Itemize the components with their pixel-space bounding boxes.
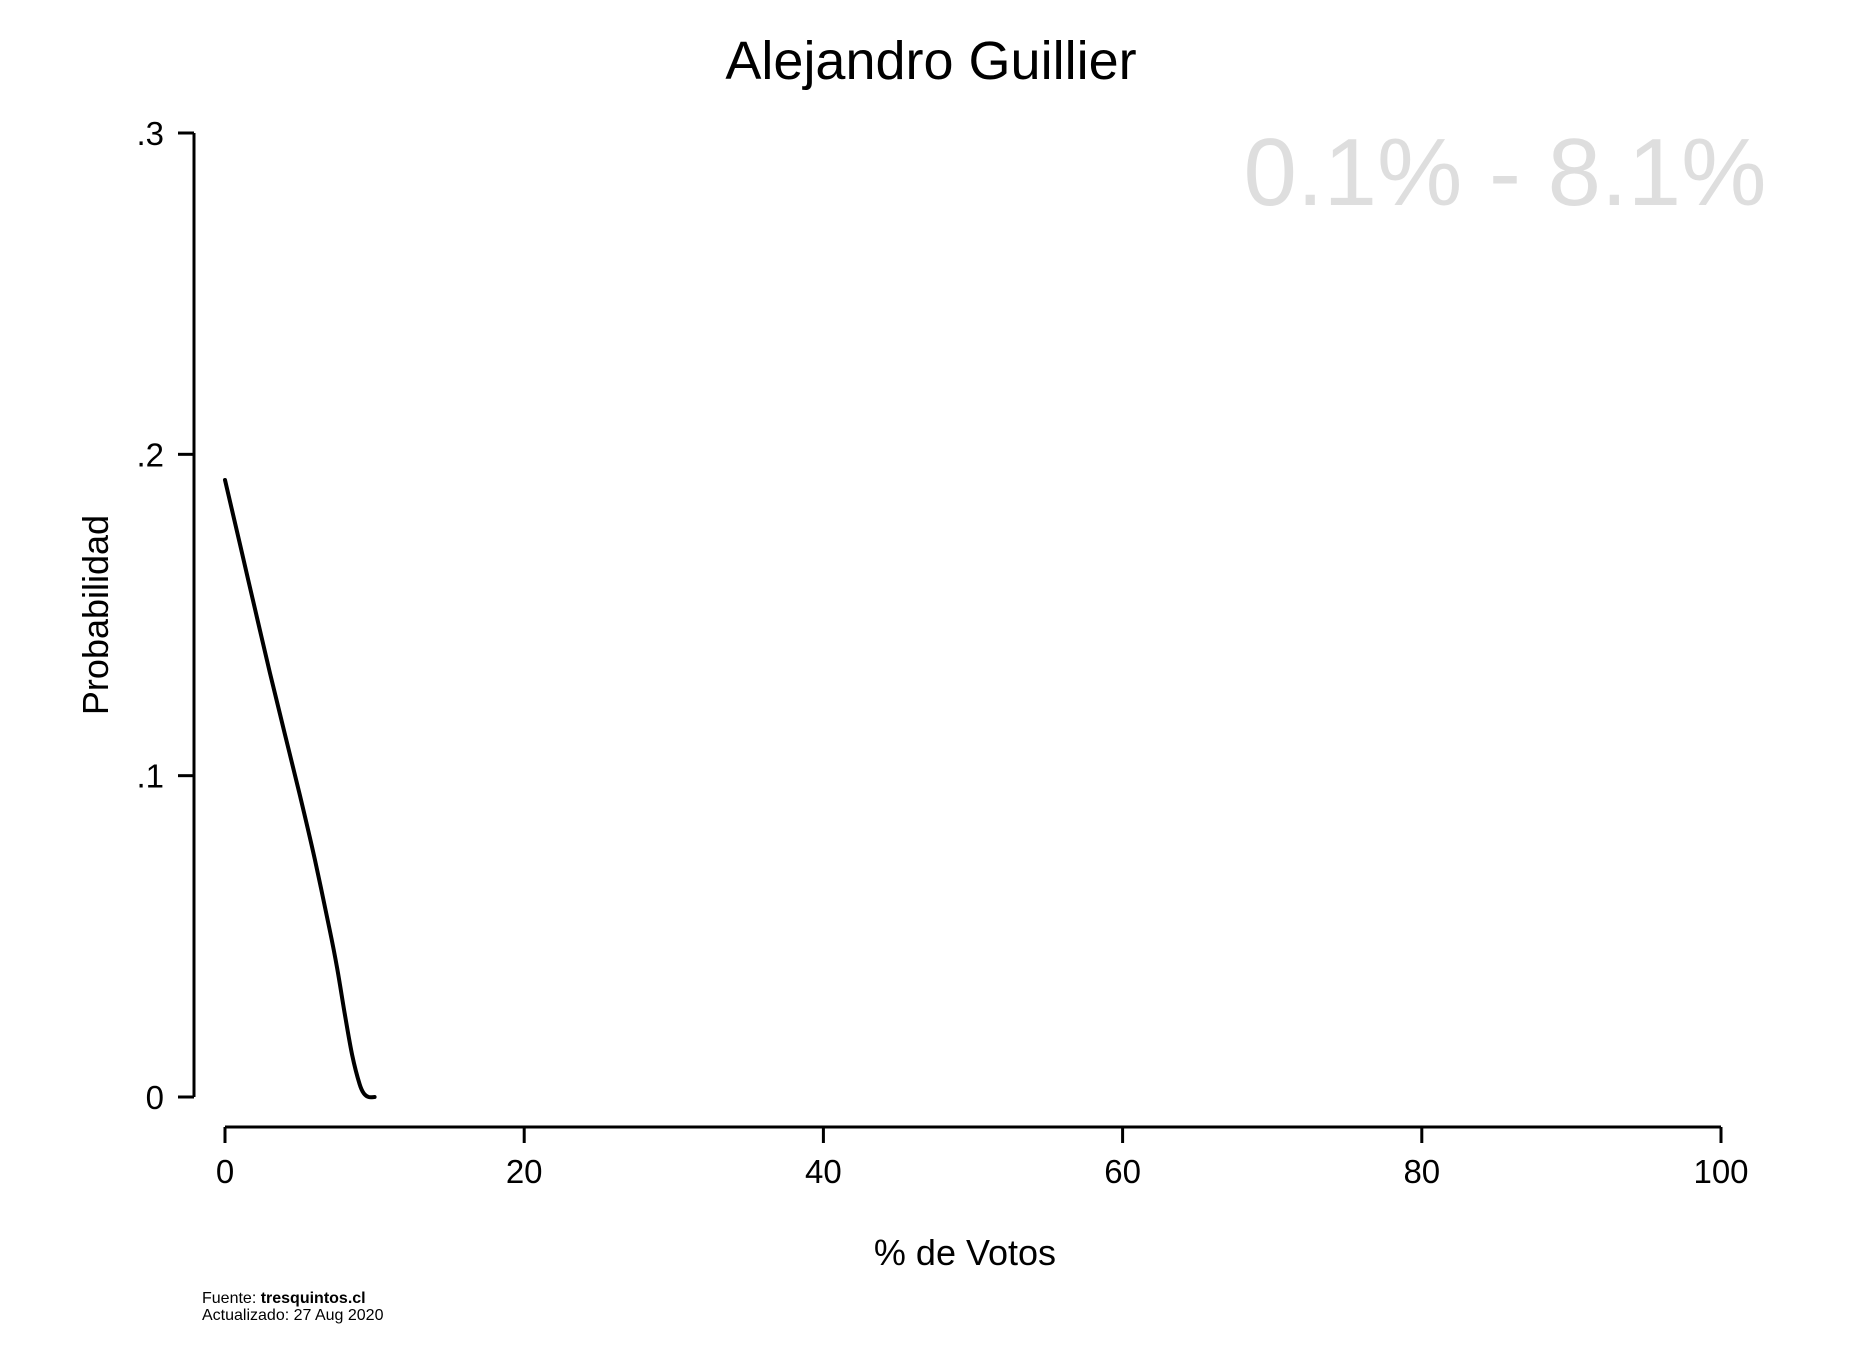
y-ticks: 0 .1 .2 .3 — [136, 115, 194, 1116]
footer-source: Fuente: tresquintos.cl — [202, 1290, 383, 1307]
chart-title: Alejandro Guillier — [725, 31, 1137, 91]
x-tick-label: 40 — [805, 1153, 842, 1190]
y-tick-label: 0 — [146, 1079, 164, 1116]
x-tick-label: 0 — [216, 1153, 234, 1190]
x-tick-label: 80 — [1403, 1153, 1440, 1190]
x-tick-label: 60 — [1104, 1153, 1141, 1190]
probability-range-annotation: 0.1% - 8.1% — [1243, 119, 1767, 226]
y-tick-label: .1 — [136, 758, 164, 795]
x-ticks: 0 20 40 60 80 100 — [216, 1127, 1749, 1190]
footer-source-name: tresquintos.cl — [260, 1290, 366, 1307]
footer-source-prefix: Fuente: — [202, 1290, 261, 1307]
density-line — [223, 478, 377, 1100]
y-tick-label: .3 — [136, 115, 164, 152]
x-tick-label: 20 — [506, 1153, 543, 1190]
x-tick-label: 100 — [1693, 1153, 1748, 1190]
footer: Fuente: tresquintos.cl Actualizado: 27 A… — [202, 1290, 383, 1324]
footer-updated: Actualizado: 27 Aug 2020 — [202, 1307, 384, 1324]
x-axis-label: % de Votos — [873, 1232, 1057, 1273]
y-tick-label: .2 — [136, 436, 164, 473]
